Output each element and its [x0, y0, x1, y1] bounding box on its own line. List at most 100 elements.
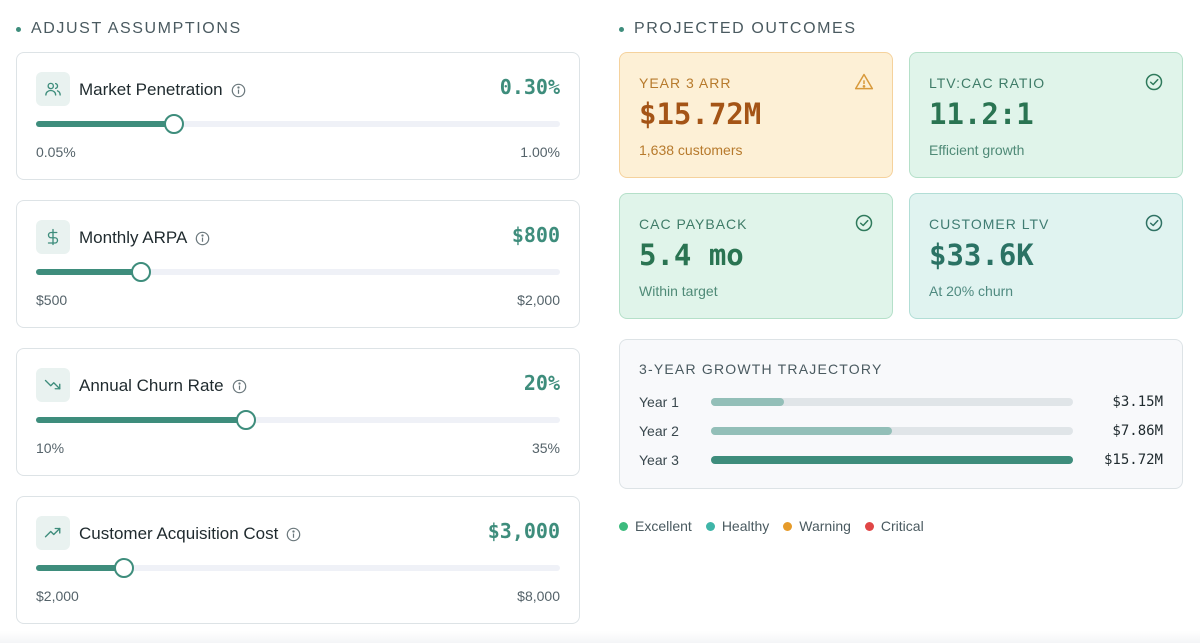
market-penetration-card: Market Penetration 0.30% 0.05% 1.00%: [16, 52, 580, 180]
kpi-subtext: Within target: [639, 283, 718, 299]
monthly-arpa-text: Monthly ARPA: [79, 228, 188, 247]
info-icon[interactable]: [231, 83, 246, 98]
kpi-value: $15.72M: [639, 97, 762, 131]
legend-excellent: Excellent: [619, 518, 692, 534]
monthly-arpa-label: Monthly ARPA: [79, 228, 210, 248]
customer-acquisition-cost-text: Customer Acquisition Cost: [79, 524, 279, 543]
info-icon[interactable]: [195, 231, 210, 246]
legend-dot: [864, 521, 874, 531]
users-icon: [36, 72, 70, 106]
check-circle-icon: [854, 213, 874, 233]
bottom-fade: [0, 631, 1200, 643]
info-icon[interactable]: [286, 527, 301, 542]
kpi-value: 5.4 mo: [639, 238, 744, 272]
slider-max-label: $8,000: [517, 588, 560, 604]
status-legend: Excellent Healthy Warning Critical: [619, 518, 938, 534]
market-penetration-text: Market Penetration: [79, 80, 223, 99]
legend-warning: Warning: [783, 518, 851, 534]
kpi-label: LTV:CAC RATIO: [929, 75, 1046, 91]
legend-label: Warning: [799, 518, 851, 534]
dollar-icon: [36, 220, 70, 254]
trajectory-amount: $7.86M: [1112, 423, 1163, 439]
kpi-label: CUSTOMER LTV: [929, 216, 1050, 232]
trajectory-bar-track: [711, 398, 1073, 406]
slider-thumb[interactable]: [235, 410, 256, 430]
ltv-cac-ratio-card: LTV:CAC RATIO 11.2:1 Efficient growth: [909, 52, 1183, 178]
legend-dot: [783, 521, 793, 531]
trajectory-year-label: Year 3: [639, 452, 679, 468]
kpi-label: CAC PAYBACK: [639, 216, 748, 232]
market-penetration-label: Market Penetration: [79, 80, 246, 100]
info-icon[interactable]: [232, 379, 247, 394]
slider-thumb[interactable]: [163, 114, 184, 134]
monthly-arpa-card: Monthly ARPA $800 $500 $2,000: [16, 200, 580, 328]
trending-up-icon: [36, 516, 70, 550]
slider-min-label: $2,000: [36, 588, 79, 604]
trajectory-amount: $3.15M: [1112, 394, 1163, 410]
projected-outcomes-title: PROJECTED OUTCOMES: [634, 20, 857, 37]
trajectory-row-year-2: Year 2 $7.86M: [639, 421, 1163, 441]
trajectory-year-label: Year 1: [639, 394, 679, 410]
customer-acquisition-cost-slider[interactable]: [36, 558, 560, 578]
legend-dot: [619, 521, 628, 531]
trajectory-bar: [711, 398, 784, 406]
legend-critical: Critical: [864, 518, 924, 534]
slider-fill: [36, 269, 141, 275]
trajectory-bar-track: [711, 427, 1073, 435]
market-penetration-value: 0.30%: [499, 75, 560, 99]
slider-min-label: $500: [36, 292, 68, 308]
kpi-subtext: 1,638 customers: [639, 142, 743, 158]
monthly-arpa-value: $800: [511, 223, 560, 247]
trajectory-year-label: Year 2: [639, 423, 679, 439]
customer-acquisition-cost-value: $3,000: [487, 519, 560, 543]
slider-max-label: $2,000: [517, 292, 560, 308]
trajectory-row-year-3: Year 3 $15.72M: [639, 450, 1163, 470]
growth-trajectory-title: 3-YEAR GROWTH TRAJECTORY: [639, 361, 883, 377]
customer-acquisition-cost-card: Customer Acquisition Cost $3,000 $2,000 …: [16, 496, 580, 624]
slider-thumb[interactable]: [130, 262, 151, 282]
bullet-dot: [619, 26, 624, 32]
slider-fill: [36, 121, 174, 127]
year-3-arr-card: YEAR 3 ARR $15.72M 1,638 customers: [619, 52, 893, 178]
annual-churn-rate-card: Annual Churn Rate 20% 10% 35%: [16, 348, 580, 476]
market-penetration-slider[interactable]: [36, 114, 560, 134]
annual-churn-rate-label: Annual Churn Rate: [79, 376, 247, 396]
check-circle-icon: [1144, 72, 1164, 92]
cac-payback-card: CAC PAYBACK 5.4 mo Within target: [619, 193, 893, 319]
slider-min-label: 0.05%: [36, 144, 76, 160]
trajectory-bar: [711, 456, 1073, 464]
slider-max-label: 1.00%: [520, 144, 560, 160]
slider-min-label: 10%: [36, 440, 65, 456]
adjust-assumptions-title: ADJUST ASSUMPTIONS: [31, 20, 242, 37]
annual-churn-rate-text: Annual Churn Rate: [79, 376, 224, 395]
trajectory-amount: $15.72M: [1103, 452, 1163, 468]
warning-icon: [854, 72, 874, 92]
trajectory-bar-track: [711, 456, 1073, 464]
slider-thumb[interactable]: [113, 558, 134, 578]
legend-healthy: Healthy: [705, 518, 770, 534]
check-circle-icon: [1144, 213, 1164, 233]
legend-label: Healthy: [721, 518, 770, 534]
monthly-arpa-slider[interactable]: [36, 262, 560, 282]
legend-label: Excellent: [635, 518, 692, 534]
projected-outcomes-heading: PROJECTED OUTCOMES: [619, 20, 857, 38]
slider-fill: [36, 565, 124, 571]
legend-label: Critical: [880, 518, 924, 534]
trajectory-bar: [711, 427, 892, 435]
customer-acquisition-cost-label: Customer Acquisition Cost: [79, 524, 301, 544]
growth-trajectory-panel: 3-YEAR GROWTH TRAJECTORY Year 1 $3.15M Y…: [619, 339, 1183, 489]
customer-ltv-card: CUSTOMER LTV $33.6K At 20% churn: [909, 193, 1183, 319]
kpi-label: YEAR 3 ARR: [639, 75, 732, 91]
annual-churn-rate-value: 20%: [523, 371, 560, 395]
trajectory-row-year-1: Year 1 $3.15M: [639, 392, 1163, 412]
legend-dot: [705, 521, 715, 531]
kpi-subtext: Efficient growth: [929, 142, 1025, 158]
kpi-value: 11.2:1: [929, 97, 1034, 131]
adjust-assumptions-heading: ADJUST ASSUMPTIONS: [16, 20, 242, 38]
annual-churn-rate-slider[interactable]: [36, 410, 560, 430]
slider-max-label: 35%: [531, 440, 560, 456]
trending-down-icon: [36, 368, 70, 402]
kpi-subtext: At 20% churn: [929, 283, 1014, 299]
bullet-dot: [16, 26, 21, 32]
slider-fill: [36, 417, 246, 423]
